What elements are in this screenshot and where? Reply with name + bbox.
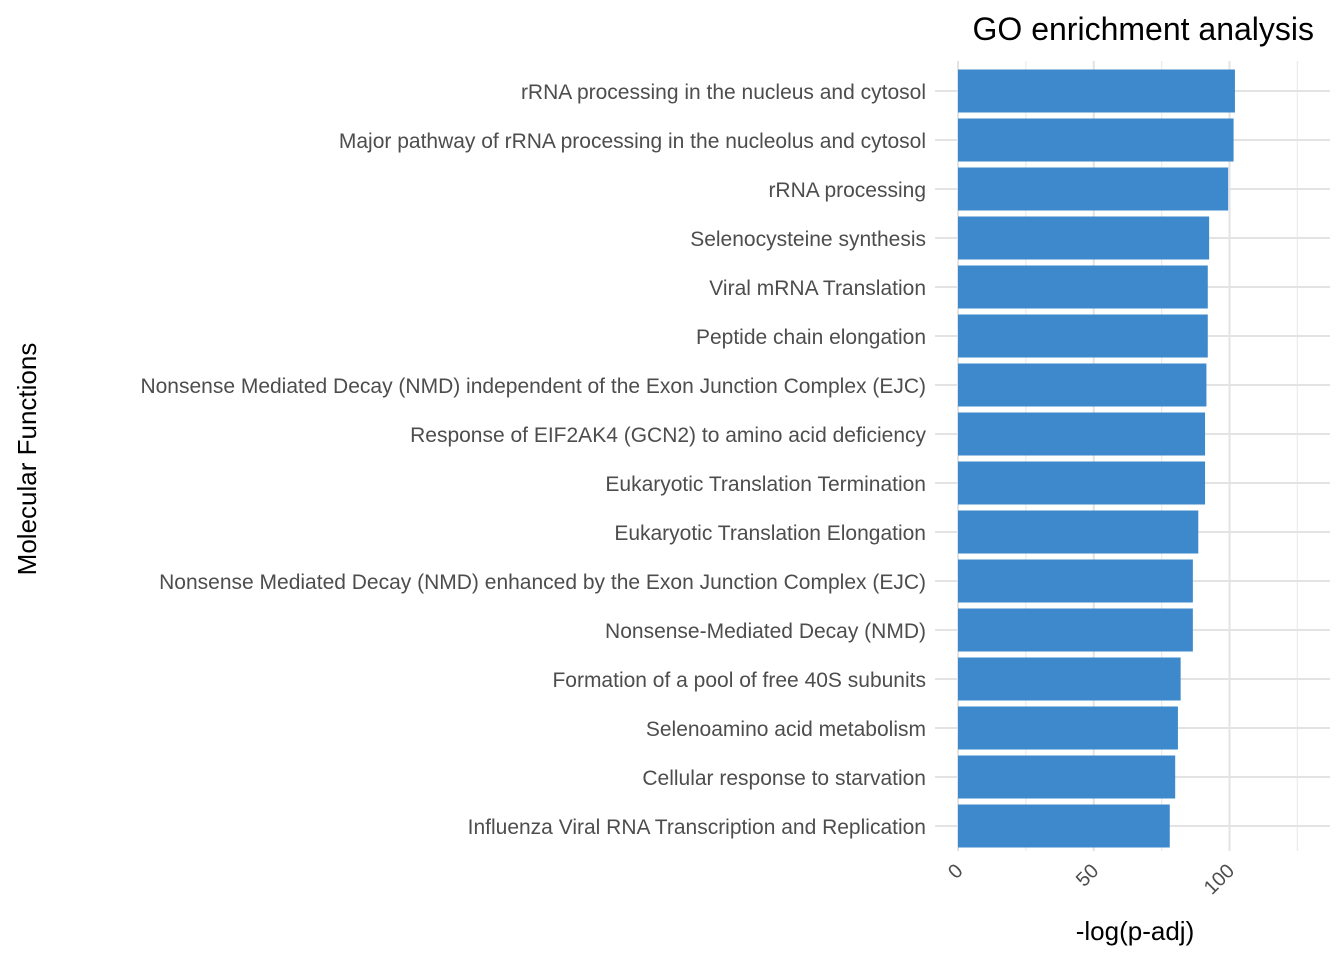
bar-0 <box>958 69 1235 113</box>
bar-11 <box>958 608 1193 652</box>
category-label-1: Major pathway of rRNA processing in the … <box>339 130 926 153</box>
category-label-11: Nonsense-Mediated Decay (NMD) <box>605 620 926 643</box>
bar-12 <box>958 657 1181 701</box>
bar-6 <box>958 363 1207 407</box>
category-label-9: Eukaryotic Translation Elongation <box>614 522 926 545</box>
category-label-13: Selenoamino acid metabolism <box>646 718 926 741</box>
bar-5 <box>958 314 1208 358</box>
category-label-0: rRNA processing in the nucleus and cytos… <box>521 81 926 104</box>
category-label-4: Viral mRNA Translation <box>709 277 926 300</box>
category-label-10: Nonsense Mediated Decay (NMD) enhanced b… <box>159 571 926 594</box>
category-label-12: Formation of a pool of free 40S subunits <box>552 669 926 692</box>
bar-14 <box>958 755 1176 799</box>
category-label-7: Response of EIF2AK4 (GCN2) to amino acid… <box>410 424 926 447</box>
bar-9 <box>958 510 1199 554</box>
category-label-5: Peptide chain elongation <box>696 326 926 349</box>
bars <box>958 69 1235 848</box>
bar-10 <box>958 559 1193 603</box>
bar-15 <box>958 804 1170 848</box>
x-tick-labels: 0 50 100 <box>944 860 1239 899</box>
y-axis-title: Molecular Functions <box>12 343 42 576</box>
category-label-2: rRNA processing <box>768 179 926 202</box>
chart-title: GO enrichment analysis <box>973 11 1314 47</box>
category-label-3: Selenocysteine synthesis <box>690 228 926 251</box>
bar-3 <box>958 216 1210 260</box>
bar-8 <box>958 461 1206 505</box>
x-tick-label-2: 100 <box>1200 860 1239 899</box>
category-label-15: Influenza Viral RNA Transcription and Re… <box>468 816 926 839</box>
x-tick-label-1: 50 <box>1072 860 1103 891</box>
x-tick-label-0: 0 <box>944 860 967 883</box>
bar-4 <box>958 265 1208 309</box>
category-label-8: Eukaryotic Translation Termination <box>605 473 926 496</box>
category-label-6: Nonsense Mediated Decay (NMD) independen… <box>140 375 926 398</box>
category-labels: rRNA processing in the nucleus and cytos… <box>140 81 926 839</box>
bar-7 <box>958 412 1206 456</box>
bar-1 <box>958 118 1234 162</box>
bar-13 <box>958 706 1178 750</box>
bar-2 <box>958 167 1229 211</box>
category-label-14: Cellular response to starvation <box>642 767 926 790</box>
x-axis-title: -log(p-adj) <box>1076 916 1195 946</box>
